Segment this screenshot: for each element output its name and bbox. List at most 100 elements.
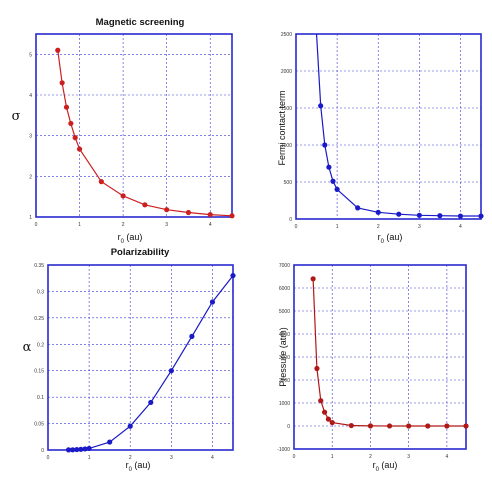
y-axis-label: α — [23, 340, 32, 355]
y-axis-label: σ — [12, 109, 21, 124]
x-axis-label: r0 (au) — [378, 232, 403, 245]
data-point — [78, 446, 84, 452]
x-tick-label: 4 — [445, 454, 448, 460]
plot-frame — [35, 33, 233, 218]
x-tick-label: 1 — [336, 224, 339, 230]
y-tick-label: 0 — [289, 217, 292, 223]
y-tick-label: 0 — [41, 448, 44, 454]
y-tick-label: 1 — [29, 215, 32, 221]
y-tick-label: 5000 — [279, 309, 290, 315]
x-tick-label: 2 — [377, 224, 380, 230]
data-point — [63, 104, 70, 110]
x-tick-label: 3 — [407, 454, 410, 460]
series-line — [57, 50, 233, 217]
data-point — [330, 178, 336, 184]
x-tick-label: 3 — [418, 224, 421, 230]
x-axis-label-var: r — [118, 232, 121, 242]
y-tick-label: 2 — [29, 174, 32, 180]
data-point — [444, 423, 450, 429]
x-tick-label: 2 — [122, 222, 125, 228]
data-point — [425, 423, 431, 429]
data-point — [59, 80, 65, 86]
x-tick-label: 4 — [211, 455, 214, 461]
y-tick-label: 2500 — [281, 32, 292, 38]
y-tick-label: 0.35 — [34, 263, 44, 269]
data-point — [318, 103, 324, 109]
chart-title: Magnetic screening — [96, 17, 185, 28]
data-point — [329, 419, 335, 426]
data-point — [386, 423, 393, 429]
x-axis-label-var: r — [126, 460, 129, 470]
y-tick-label: 0 — [287, 424, 290, 430]
y-axis-label: Fermi contact term — [277, 90, 287, 165]
y-tick-label: -1000 — [277, 447, 290, 453]
data-point — [72, 135, 78, 141]
y-tick-label: 4 — [29, 93, 32, 99]
plot-frame — [293, 264, 467, 450]
data-point — [367, 423, 374, 429]
x-axis-label-var: r — [378, 232, 381, 242]
x-axis-label: r0 (au) — [126, 460, 151, 473]
y-tick-label: 1000 — [281, 143, 292, 149]
x-tick-label: 4 — [459, 224, 462, 230]
x-axis-label-var: r — [373, 460, 376, 470]
x-tick-label: 0 — [295, 224, 298, 230]
y-tick-label: 5 — [29, 52, 32, 58]
data-point — [65, 447, 72, 453]
x-axis-label-unit: (au) — [379, 460, 398, 470]
data-point — [348, 422, 354, 429]
x-tick-label: 0 — [293, 454, 296, 460]
y-axis-label: Pressure (atm) — [278, 327, 288, 387]
data-point — [463, 423, 469, 429]
data-point — [334, 186, 340, 192]
data-point — [322, 142, 328, 148]
data-point — [310, 276, 316, 282]
data-point — [325, 416, 331, 422]
x-tick-label: 2 — [129, 455, 132, 461]
x-axis-label-unit: (au) — [124, 232, 143, 242]
x-axis-label-sub: 0 — [376, 467, 380, 473]
pressure-chart: Pressure (atm) r0 (au) — [278, 327, 397, 473]
y-tick-label: 0.2 — [37, 342, 44, 348]
y-tick-label: 0.15 — [34, 369, 44, 375]
y-tick-label: 0.1 — [37, 395, 44, 401]
y-tick-label: 7000 — [279, 263, 290, 269]
data-point — [406, 423, 412, 429]
y-tick-label: 3 — [29, 134, 32, 140]
y-tick-label: 500 — [284, 180, 293, 186]
data-point — [321, 409, 328, 415]
x-tick-label: 0 — [47, 455, 50, 461]
x-tick-label: 4 — [209, 222, 212, 228]
y-tick-label: 4000 — [279, 332, 290, 338]
x-tick-label: 1 — [78, 222, 81, 228]
y-tick-label: 1000 — [279, 401, 290, 407]
x-tick-label: 3 — [165, 222, 168, 228]
magnetic-screening-chart: Magnetic screening σ r0 (au) — [12, 17, 185, 245]
data-point — [70, 447, 76, 453]
data-point — [416, 212, 422, 218]
plot-area-2: 0 1 2 3 4 0 500 1000 1500 2000 2500 — [281, 32, 484, 230]
data-point — [107, 439, 113, 445]
y-tick-label: 0.3 — [37, 289, 44, 295]
series-line — [312, 278, 466, 427]
data-point — [355, 205, 361, 211]
x-tick-label: 1 — [88, 455, 91, 461]
data-point — [148, 399, 154, 406]
data-point — [120, 193, 126, 199]
data-point — [142, 202, 148, 208]
data-point — [189, 333, 195, 339]
data-point — [478, 213, 484, 219]
y-tick-label: 3000 — [279, 355, 290, 361]
data-point — [207, 211, 213, 218]
x-axis-label-unit: (au) — [384, 232, 403, 242]
x-tick-label: 2 — [369, 454, 372, 460]
data-point — [437, 213, 443, 219]
data-point — [164, 207, 170, 213]
data-point — [185, 209, 192, 216]
y-tick-label: 2000 — [281, 69, 292, 75]
data-point — [229, 213, 235, 219]
plot-area-3: 0 1 2 3 4 0 0.05 0.1 0.15 0.2 0.25 0.3 0.35 — [34, 263, 236, 461]
